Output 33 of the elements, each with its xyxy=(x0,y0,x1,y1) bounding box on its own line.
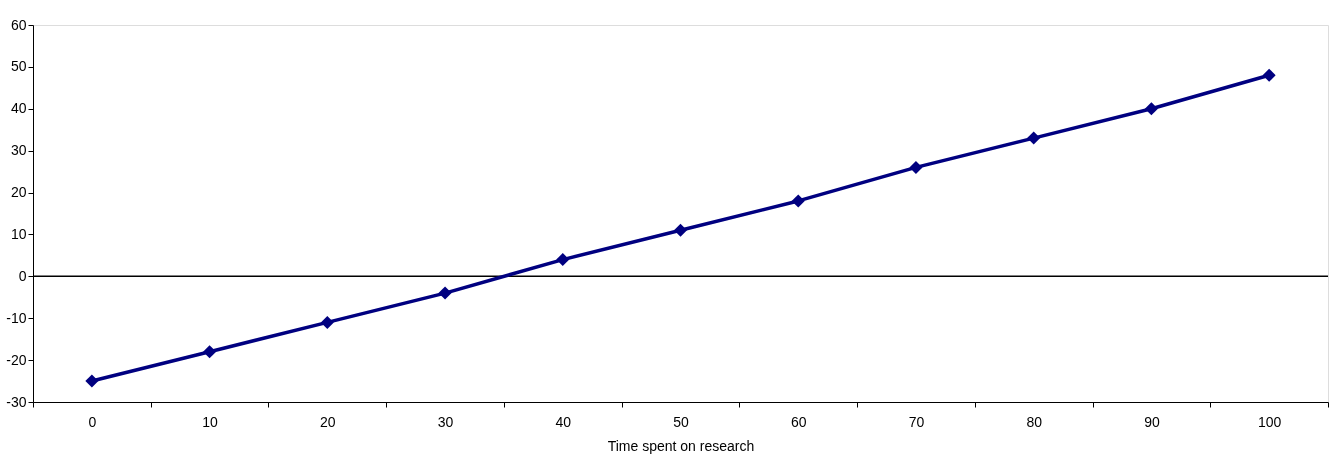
point xyxy=(909,160,923,174)
point xyxy=(1027,131,1041,145)
y-tick-label: 10 xyxy=(10,225,27,242)
x-tick-label: 10 xyxy=(202,413,219,430)
x-tick-label: 40 xyxy=(555,413,572,430)
point xyxy=(1144,102,1158,116)
y-tick-label: -10 xyxy=(6,309,27,326)
point xyxy=(1262,68,1276,82)
y-tick-label: 30 xyxy=(10,142,27,159)
y-tick-label: 60 xyxy=(10,16,27,33)
x-tick-label: 60 xyxy=(790,413,807,430)
x-tick-label: 70 xyxy=(908,413,925,430)
point xyxy=(673,223,688,237)
point xyxy=(791,194,805,208)
y-tick-label: 0 xyxy=(18,267,27,284)
y-tick-label: 50 xyxy=(10,58,27,75)
point xyxy=(85,374,99,388)
x-tick-label: 90 xyxy=(1144,413,1160,430)
y-tick-label: 40 xyxy=(10,100,27,117)
x-tick-label: 80 xyxy=(1026,413,1043,430)
y-tick-label: 20 xyxy=(10,184,27,201)
x-axis-title: Time spent on research xyxy=(607,437,755,454)
point xyxy=(320,315,334,329)
point xyxy=(556,253,570,267)
x-tick-label: 20 xyxy=(320,413,336,430)
point xyxy=(203,345,217,359)
y-tick-label: -20 xyxy=(6,351,27,368)
x-tick-label: 50 xyxy=(673,413,689,430)
x-tick-label: 100 xyxy=(1257,413,1282,430)
point xyxy=(438,286,452,300)
y-tick-label: -30 xyxy=(6,393,27,410)
x-tick-label: 30 xyxy=(437,413,454,430)
x-tick-label: 0 xyxy=(88,413,97,430)
